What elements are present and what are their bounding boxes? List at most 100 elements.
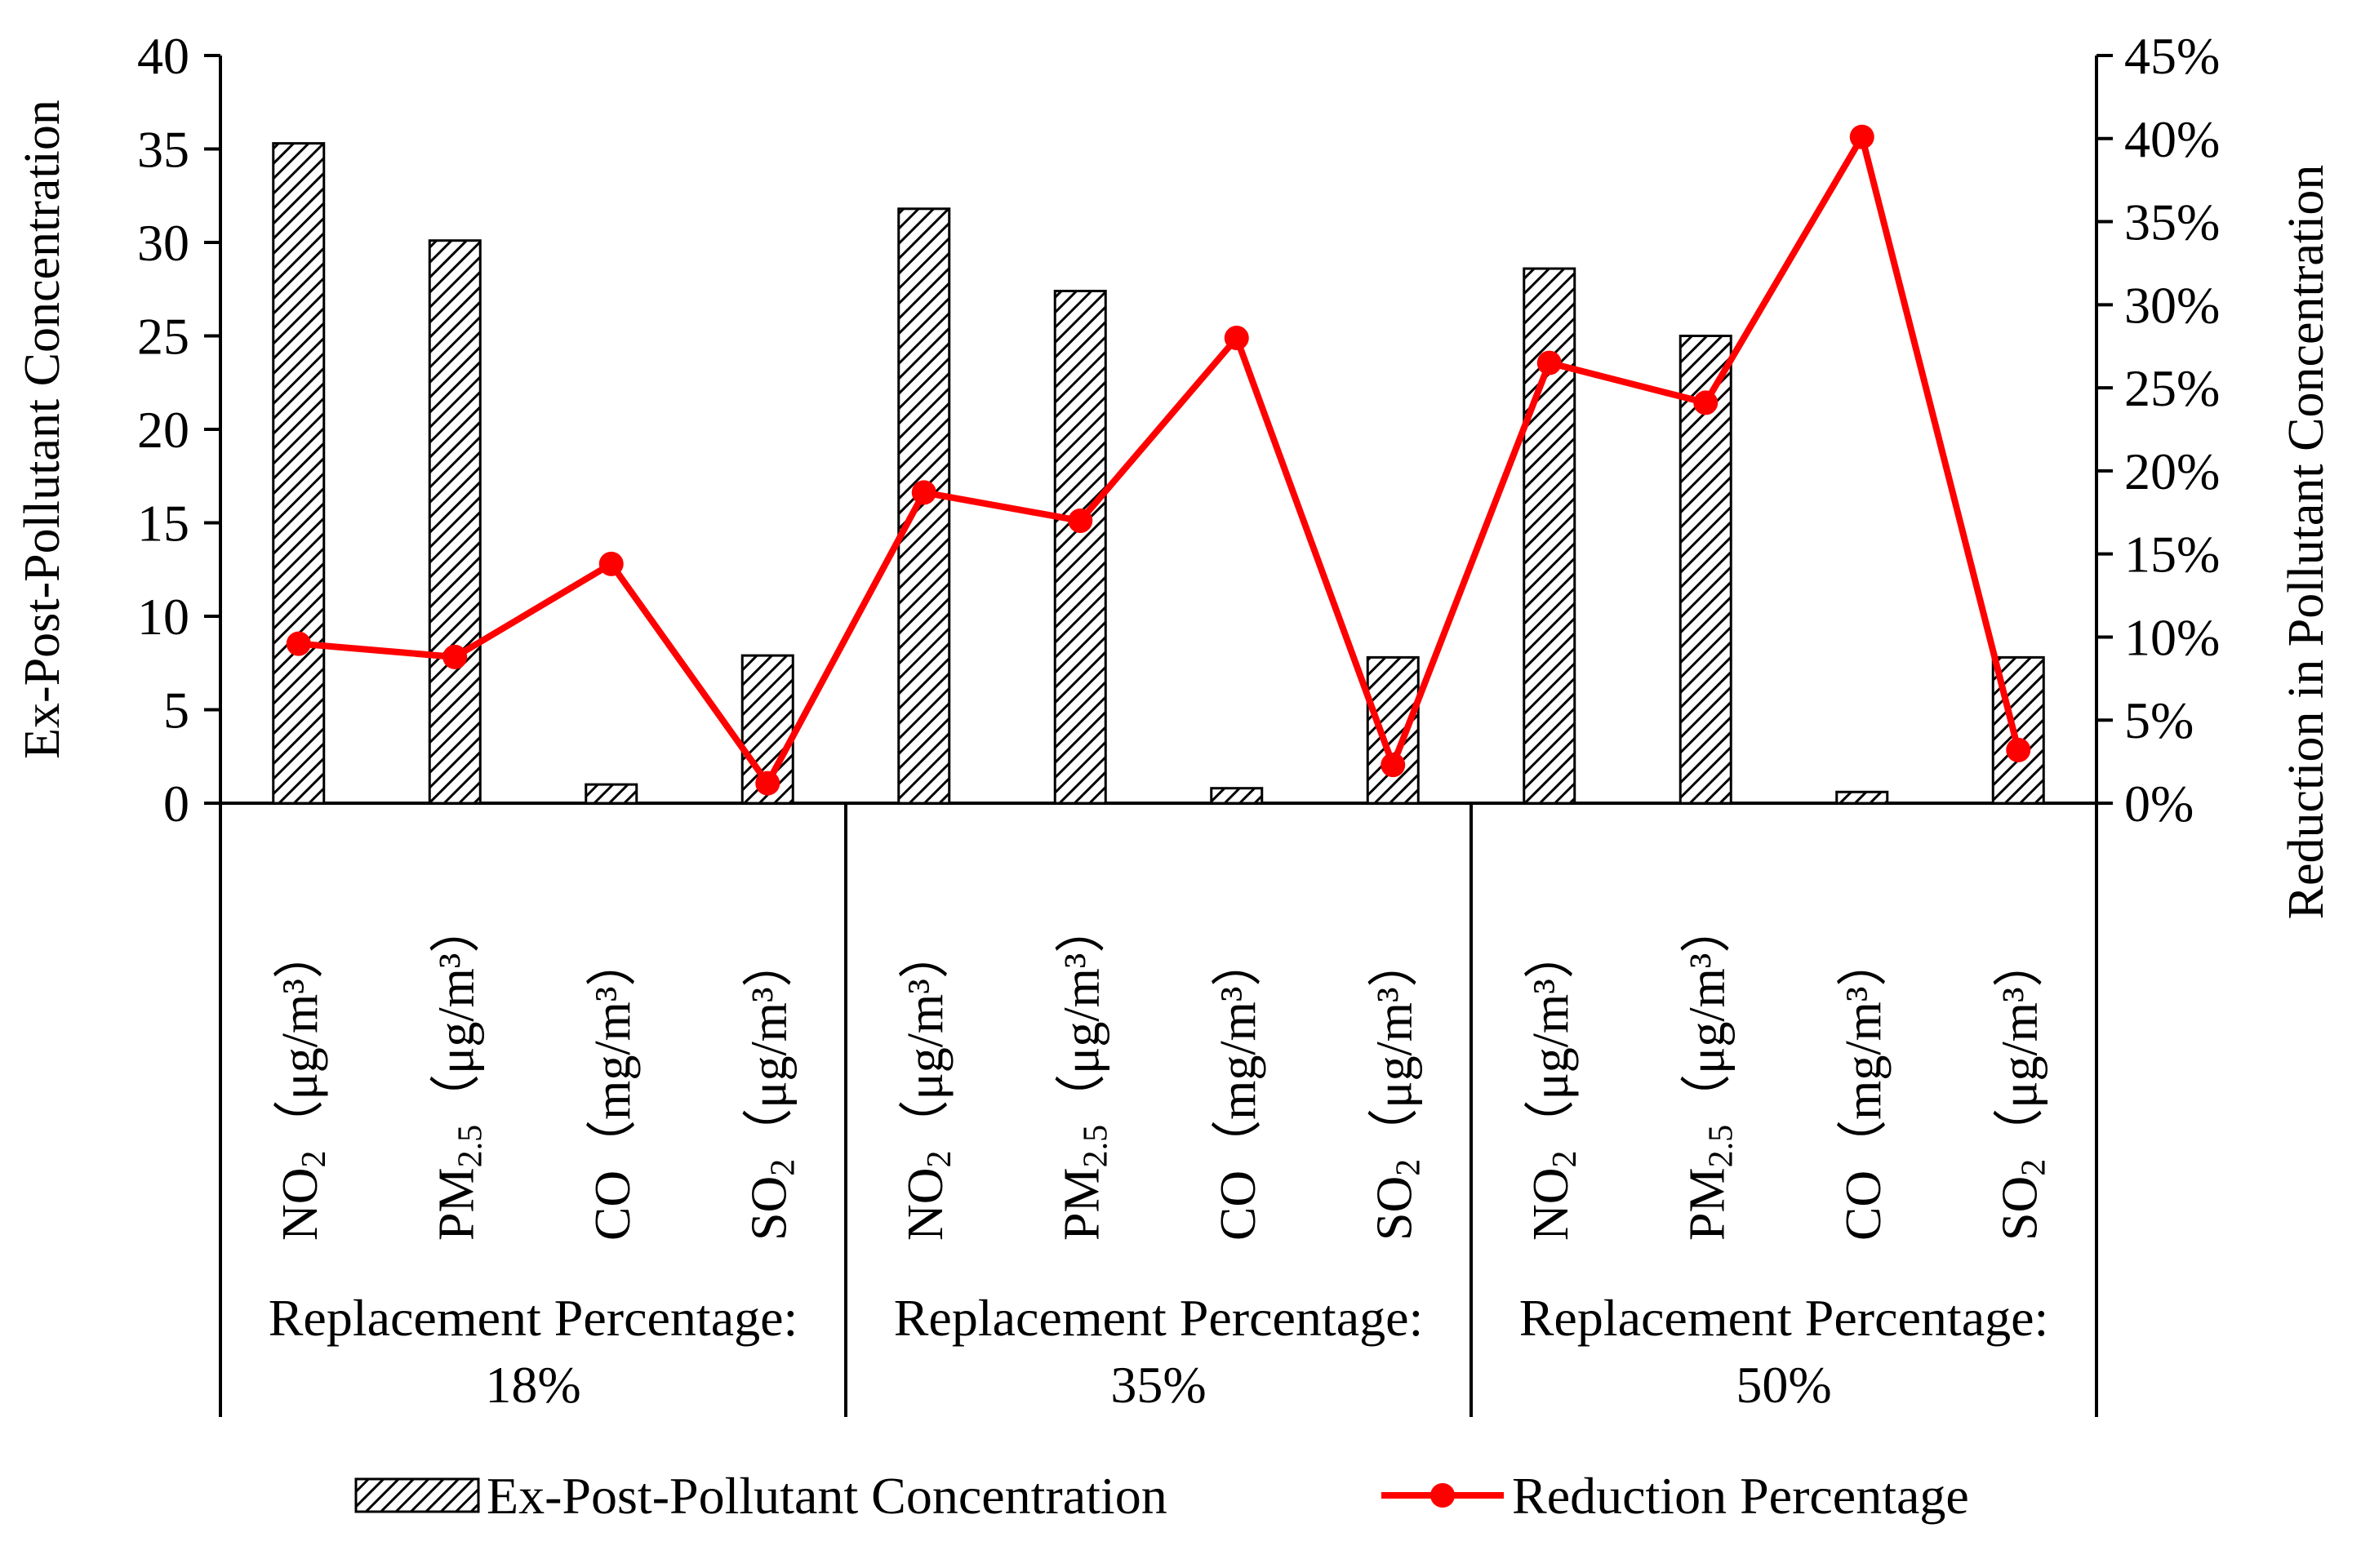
category-label-6: CO（mg/m³）: [1211, 936, 1266, 1241]
category-label-subscript: 2: [296, 1150, 333, 1167]
group-label-line1: Replacement Percentage:: [894, 1289, 1424, 1347]
category-label-4: NO2（μg/m³）: [898, 928, 958, 1241]
left-axis-tick-label: 0: [163, 775, 189, 833]
y2-axis-title: Reduction in Pollutant Concentration: [2279, 165, 2334, 920]
category-label-11: SO2（μg/m³）: [1992, 936, 2052, 1241]
category-label-5: PM2.5（μg/m³）: [1054, 903, 1114, 1241]
category-label-base: NO: [898, 1167, 954, 1241]
reduction-point-3: [755, 771, 780, 796]
left-axis-tick-label: 5: [163, 682, 189, 740]
category-label-unit: （mg/m³）: [1836, 936, 1892, 1170]
bar-6: [1210, 787, 1264, 805]
bar-1: [428, 239, 482, 805]
left-axis-tick-label: 35: [137, 121, 189, 179]
category-label-10: CO（mg/m³）: [1836, 936, 1892, 1241]
category-label-7: SO2（μg/m³）: [1367, 936, 1427, 1241]
bar-3: [740, 654, 794, 805]
category-label-base: PM: [1054, 1167, 1109, 1241]
category-label-unit: （mg/m³）: [585, 936, 641, 1170]
bar-5: [1053, 290, 1107, 805]
reduction-point-1: [442, 644, 468, 669]
group-label-line2: 35%: [1110, 1356, 1206, 1414]
bars-layer: [272, 142, 2045, 805]
right-axis-tick-label: 25%: [2124, 359, 2220, 417]
bar-2: [585, 783, 638, 805]
category-label-subscript: 2: [1389, 1159, 1427, 1176]
category-label-subscript: 2.5: [451, 1125, 489, 1168]
category-label-base: SO: [1992, 1176, 2048, 1241]
category-label-subscript: 2: [2015, 1159, 2052, 1176]
right-axis-tick-label: 35%: [2124, 193, 2220, 251]
group-label-line1: Replacement Percentage:: [1519, 1289, 2049, 1347]
category-label-subscript: 2: [1546, 1150, 1584, 1167]
group-label-line2: 18%: [485, 1356, 580, 1414]
category-label-8: NO2（μg/m³）: [1523, 928, 1584, 1241]
left-axis-tick-label: 10: [137, 588, 189, 646]
category-label-unit: （μg/m³）: [1679, 903, 1735, 1125]
category-label-subscript: 2: [921, 1150, 958, 1167]
category-label-unit: （μg/m³）: [1992, 936, 2048, 1158]
category-label-unit: （μg/m³）: [1054, 903, 1109, 1125]
line-layer: [286, 124, 2031, 796]
category-label-0: NO2（μg/m³）: [273, 928, 333, 1241]
left-axis-tick-label: 15: [137, 495, 189, 553]
right-axis-tick-label: 5%: [2124, 691, 2194, 749]
category-label-base: CO: [585, 1170, 641, 1241]
y-axis-title: Ex-Post-Pollutant Concentration: [15, 100, 70, 759]
left-axis-tick-label: 25: [137, 308, 189, 366]
category-label-base: SO: [1367, 1176, 1422, 1241]
category-label-3: SO2（μg/m³）: [741, 936, 802, 1241]
legend-bar-swatch: [354, 1477, 480, 1513]
axes-layer: [204, 54, 2113, 1417]
category-label-base: NO: [273, 1167, 328, 1241]
legend-line-label: Reduction Percentage: [1512, 1467, 1969, 1525]
reduction-line: [298, 133, 2022, 787]
left-axis-tick-label: 30: [137, 214, 189, 272]
bar-4: [897, 207, 951, 805]
category-label-unit: （μg/m³）: [741, 936, 797, 1158]
right-axis-tick-label: 10%: [2124, 608, 2220, 666]
category-label-base: CO: [1836, 1170, 1892, 1241]
category-label-base: PM: [429, 1167, 484, 1241]
category-label-2: CO（mg/m³）: [585, 936, 641, 1241]
right-axis-tick-label: 30%: [2124, 276, 2220, 334]
right-axis-tick-label: 40%: [2124, 110, 2220, 168]
category-label-unit: （μg/m³）: [273, 928, 328, 1150]
category-label-subscript: 2.5: [1077, 1125, 1114, 1168]
left-axis-tick-label: 20: [137, 401, 189, 459]
group-label-line1: Replacement Percentage:: [269, 1289, 798, 1347]
category-label-base: CO: [1211, 1170, 1266, 1241]
legend-bar-label: Ex-Post-Pollutant Concentration: [487, 1467, 1167, 1525]
legend-line-marker: [1430, 1483, 1455, 1508]
category-label-unit: （μg/m³）: [1523, 928, 1579, 1150]
right-axis-tick-label: 45%: [2124, 27, 2220, 85]
reduction-point-4: [911, 480, 936, 505]
group-label-line2: 50%: [1736, 1356, 1831, 1414]
reduction-point-2: [598, 551, 624, 576]
bar-7: [1366, 655, 1420, 805]
right-axis-tick-label: 20%: [2124, 442, 2220, 500]
reduction-point-8: [1536, 350, 1562, 375]
legend: Ex-Post-Pollutant Concentration Reduction…: [354, 1467, 1969, 1525]
text-layer: 0 5 10 15 20 25 30 35 40 0% 5% 10% 15% 20% 25% 30% 35% 40…: [15, 27, 2334, 1414]
reduction-point-10: [1849, 124, 1874, 149]
category-label-base: SO: [741, 1176, 797, 1241]
bar-0: [272, 142, 326, 805]
category-label-9: PM2.5（μg/m³）: [1679, 903, 1740, 1241]
category-label-base: PM: [1679, 1167, 1735, 1241]
bar-10: [1835, 790, 1889, 805]
left-axis-tick-label: 40: [137, 27, 189, 85]
category-label-unit: （μg/m³）: [429, 903, 484, 1125]
category-label-subscript: 2.5: [1702, 1125, 1740, 1168]
category-label-subscript: 2: [764, 1159, 802, 1176]
reduction-point-7: [1381, 753, 1406, 778]
right-axis-tick-label: 15%: [2124, 526, 2220, 584]
reduction-point-11: [2006, 737, 2031, 762]
reduction-point-9: [1693, 390, 1719, 415]
reduction-point-6: [1224, 326, 1249, 351]
reduction-point-5: [1068, 508, 1093, 533]
reduction-point-0: [286, 631, 311, 656]
category-label-base: NO: [1523, 1167, 1579, 1241]
